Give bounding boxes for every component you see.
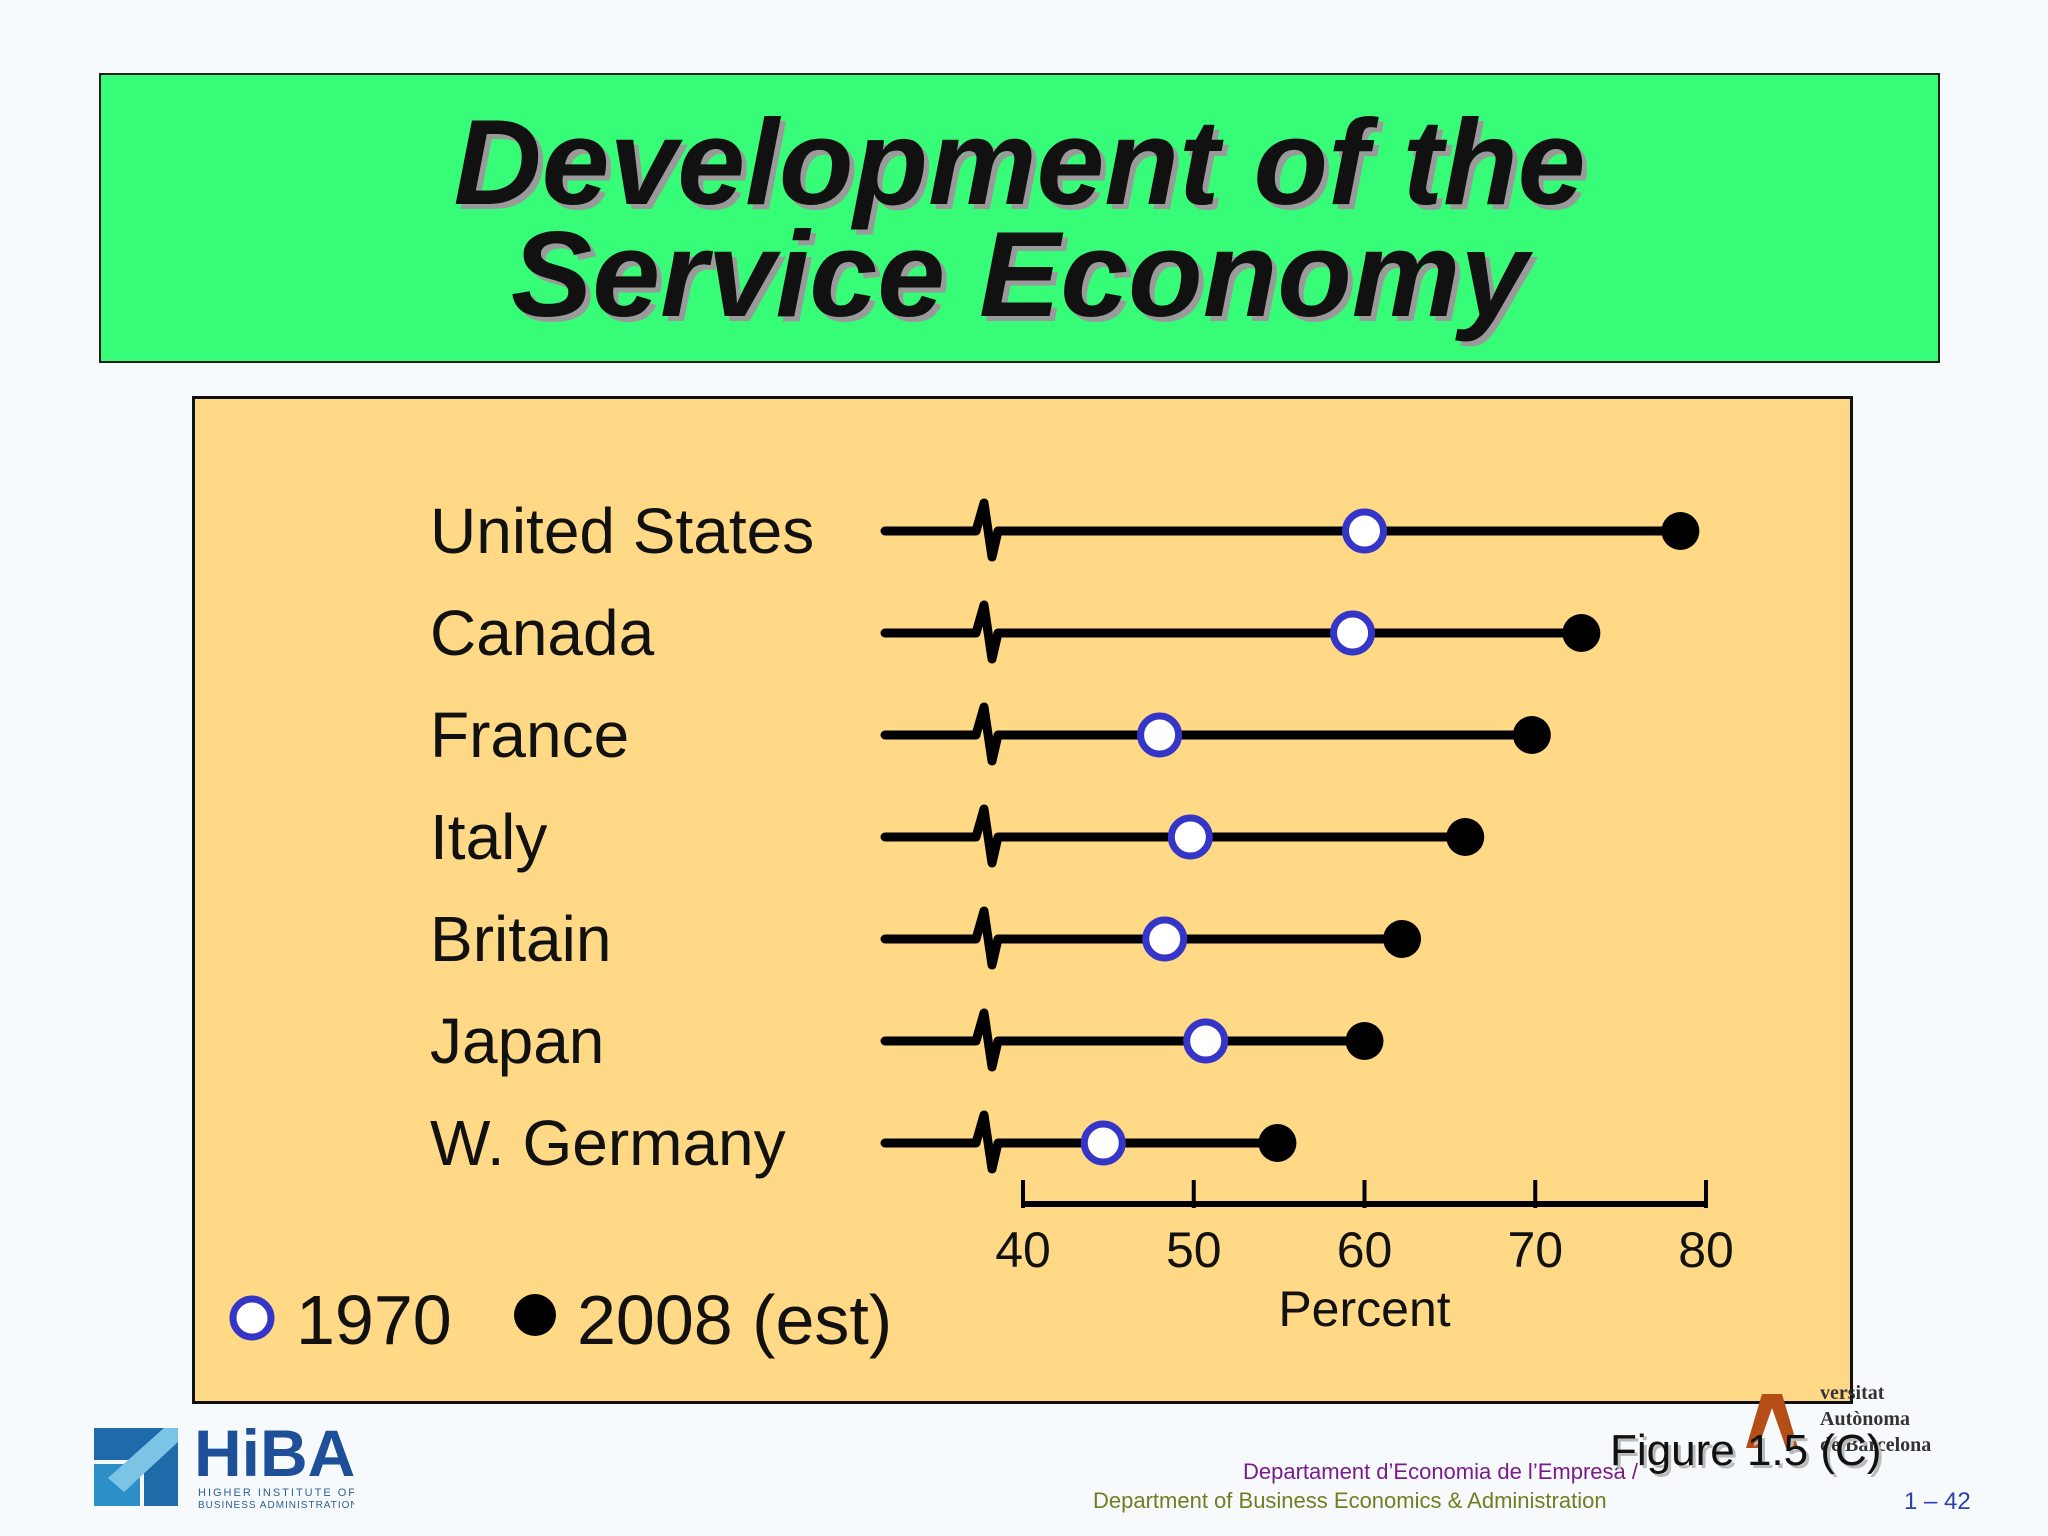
chart-panel-bg [192, 396, 1853, 1404]
marker-1970 [1183, 1018, 1229, 1064]
x-tick-label: 60 [1337, 1222, 1393, 1278]
legend-label-2008: 2008 (est) [577, 1281, 892, 1359]
category-label: France [430, 699, 629, 771]
category-label: Japan [430, 1005, 604, 1077]
legend-marker-1970 [229, 1295, 275, 1341]
category-label: Britain [430, 903, 611, 975]
x-tick-label: 80 [1678, 1222, 1734, 1278]
marker-1970 [1137, 712, 1183, 758]
dumbbell-line [880, 1008, 1369, 1072]
marker-1970 [1342, 508, 1387, 554]
x-tick-label: 40 [995, 1222, 1051, 1278]
page-title-line1: Development of the [453, 94, 1586, 230]
dumbbell-line [880, 1110, 1282, 1174]
footer-department-catalan: Departament d’Economia de l’Empresa / [1243, 1459, 1638, 1484]
marker-1970 [1142, 916, 1188, 962]
category-label: Canada [430, 597, 655, 669]
legend-marker-2008 [514, 1294, 556, 1336]
figure-label: Figure 1.5 (C) [1610, 1426, 1882, 1475]
marker-2008 [1661, 512, 1700, 550]
footer-department-english: Department of Business Economics & Admin… [1093, 1488, 1607, 1513]
marker-1970 [1080, 1120, 1126, 1166]
marker-2008 [1512, 716, 1551, 754]
hiba-logo: HiBA HIGHER INSTITUTE OF BUSINESS ADMINI… [94, 1420, 354, 1510]
category-label: United States [430, 495, 814, 567]
category-label: W. Germany [430, 1107, 786, 1179]
uab-logo-text: versitat Autònoma de Barcelona [1820, 1382, 1932, 1456]
legend-label-1970: 1970 [296, 1281, 452, 1359]
marker-2008 [1446, 818, 1485, 856]
svg-text:BUSINESS ADMINISTRATION: BUSINESS ADMINISTRATION [198, 1500, 354, 1510]
svg-text:HIGHER INSTITUTE OF: HIGHER INSTITUTE OF [198, 1487, 354, 1499]
dumbbell-line [880, 804, 1470, 868]
dumbbell-line [880, 906, 1407, 970]
title-banner: Development of the Service Economy [99, 73, 1940, 363]
dumbbell-line [880, 702, 1537, 766]
marker-1970 [1330, 610, 1376, 656]
marker-2008 [1345, 1022, 1384, 1060]
x-tick-label: 50 [1166, 1222, 1222, 1278]
page-number: 1 – 42 [1904, 1488, 1971, 1515]
dumbbell-line [880, 600, 1586, 664]
dumbbell-line [880, 498, 1685, 562]
x-tick-label: 70 [1507, 1222, 1563, 1278]
marker-1970 [1167, 814, 1213, 860]
uab-logo-mark [1746, 1394, 1798, 1448]
marker-2008 [1258, 1124, 1297, 1162]
category-label: Italy [430, 801, 547, 873]
page-title-line2: Service Economy [510, 206, 1529, 342]
x-axis-label: Percent [1278, 1281, 1450, 1337]
marker-2008 [1562, 614, 1601, 652]
svg-text:HiBA: HiBA [194, 1420, 354, 1490]
marker-2008 [1383, 920, 1422, 958]
